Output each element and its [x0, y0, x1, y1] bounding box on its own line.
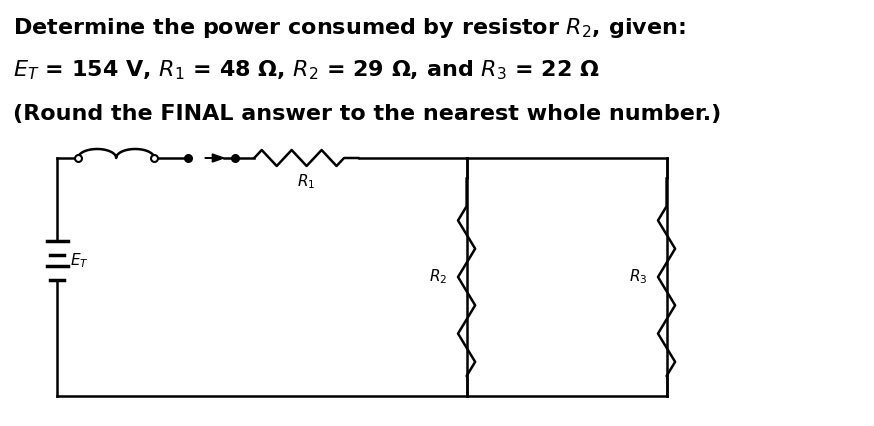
Text: $R_1$: $R_1$ [297, 172, 316, 191]
Text: $E_T$: $E_T$ [71, 252, 89, 271]
Text: Determine the power consumed by resistor $R_{2}$, given:: Determine the power consumed by resistor… [13, 16, 686, 40]
Text: $E_T$ = 154 V, $R_1$ = 48 Ω, $R_2$ = 29 Ω, and $R_3$ = 22 Ω: $E_T$ = 154 V, $R_1$ = 48 Ω, $R_2$ = 29 … [13, 58, 600, 82]
Text: (Round the FINAL answer to the nearest whole number.): (Round the FINAL answer to the nearest w… [13, 104, 722, 124]
FancyArrow shape [205, 154, 224, 162]
Text: $R_3$: $R_3$ [629, 268, 648, 286]
Text: $R_2$: $R_2$ [429, 268, 447, 286]
